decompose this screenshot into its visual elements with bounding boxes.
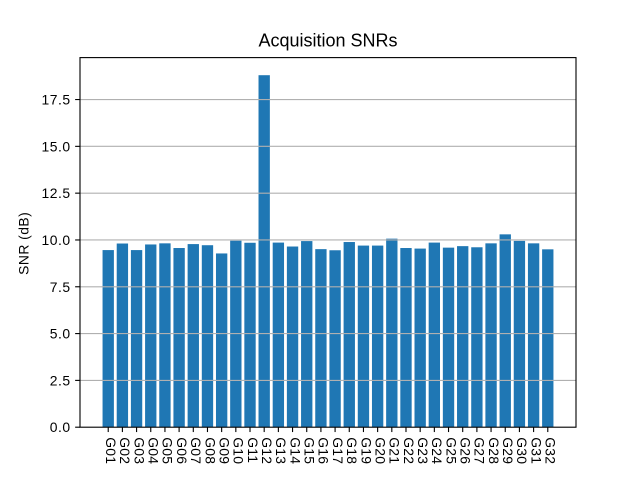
svg-text:12.5: 12.5 [42, 185, 71, 201]
svg-text:G09: G09 [216, 437, 232, 464]
svg-text:G26: G26 [458, 437, 474, 464]
svg-text:5.0: 5.0 [50, 326, 71, 342]
svg-text:7.5: 7.5 [50, 279, 71, 295]
svg-text:15.0: 15.0 [42, 138, 71, 154]
svg-text:G05: G05 [160, 437, 176, 464]
svg-text:G08: G08 [202, 437, 218, 464]
svg-text:G06: G06 [174, 437, 190, 464]
svg-text:G32: G32 [543, 437, 559, 464]
svg-text:G01: G01 [103, 437, 119, 464]
svg-text:G31: G31 [528, 437, 544, 464]
svg-text:G29: G29 [500, 437, 516, 464]
svg-text:G20: G20 [372, 437, 388, 464]
svg-text:SNR (dB): SNR (dB) [16, 212, 32, 275]
svg-text:G25: G25 [443, 437, 459, 464]
svg-text:10.0: 10.0 [42, 232, 71, 248]
svg-text:G14: G14 [287, 437, 303, 464]
svg-text:G13: G13 [273, 437, 289, 464]
svg-text:G02: G02 [117, 437, 133, 464]
svg-text:G07: G07 [188, 437, 204, 464]
svg-text:G16: G16 [316, 437, 332, 464]
svg-text:G03: G03 [131, 437, 147, 464]
svg-text:Acquisition SNRs: Acquisition SNRs [258, 30, 397, 50]
svg-text:G22: G22 [401, 437, 417, 464]
svg-text:G21: G21 [387, 437, 403, 464]
svg-text:G24: G24 [429, 437, 445, 464]
svg-text:G11: G11 [245, 437, 261, 463]
svg-text:G04: G04 [146, 437, 162, 464]
svg-text:G10: G10 [231, 437, 247, 464]
svg-text:G12: G12 [259, 437, 275, 464]
svg-text:G30: G30 [514, 437, 530, 464]
svg-text:G28: G28 [486, 437, 502, 464]
svg-text:G15: G15 [302, 437, 318, 464]
svg-text:2.5: 2.5 [50, 372, 71, 388]
svg-text:G17: G17 [330, 437, 346, 464]
svg-text:17.5: 17.5 [42, 92, 71, 108]
svg-text:G19: G19 [358, 437, 374, 464]
svg-text:G18: G18 [344, 437, 360, 464]
svg-text:G27: G27 [472, 437, 488, 464]
svg-text:G23: G23 [415, 437, 431, 464]
svg-text:0.0: 0.0 [50, 419, 71, 435]
